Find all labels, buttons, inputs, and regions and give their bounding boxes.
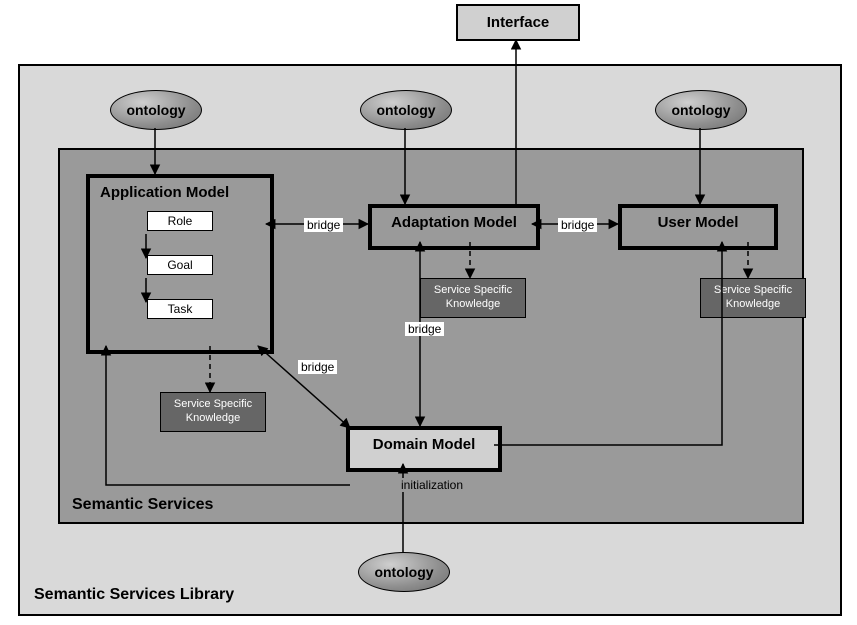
adaptation-model-box: Adaptation Model xyxy=(368,204,540,250)
bridge-label-2: bridge xyxy=(558,218,597,232)
domain-model-title: Domain Model xyxy=(350,436,498,453)
semantic-services-library-label: Semantic Services Library xyxy=(34,586,234,604)
role-box: Role xyxy=(147,211,213,231)
ontology-adaptation: ontology xyxy=(360,90,452,130)
domain-model-box: Domain Model xyxy=(346,426,502,472)
application-model-title: Application Model xyxy=(100,184,270,201)
goal-box: Goal xyxy=(147,255,213,275)
semantic-services-label: Semantic Services xyxy=(72,496,213,514)
initialization-label: initialization xyxy=(398,478,466,492)
interface-label: Interface xyxy=(487,14,550,31)
interface-box: Interface xyxy=(456,4,580,41)
ontology-domain: ontology xyxy=(358,552,450,592)
diagram-canvas: Interface ontology ontology ontology ont… xyxy=(0,0,857,625)
ontology-app: ontology xyxy=(110,90,202,130)
adaptation-model-title: Adaptation Model xyxy=(372,214,536,231)
bridge-label-3: bridge xyxy=(405,322,444,336)
application-model-box: Application Model Role Goal Task xyxy=(86,174,274,354)
ssk-adaptation: Service Specific Knowledge xyxy=(420,278,526,318)
ssk-application: Service Specific Knowledge xyxy=(160,392,266,432)
user-model-box: User Model xyxy=(618,204,778,250)
bridge-label-4: bridge xyxy=(298,360,337,374)
task-box: Task xyxy=(147,299,213,319)
ontology-user: ontology xyxy=(655,90,747,130)
ssk-user: Service Specific Knowledge xyxy=(700,278,806,318)
bridge-label-1: bridge xyxy=(304,218,343,232)
user-model-title: User Model xyxy=(622,214,774,231)
